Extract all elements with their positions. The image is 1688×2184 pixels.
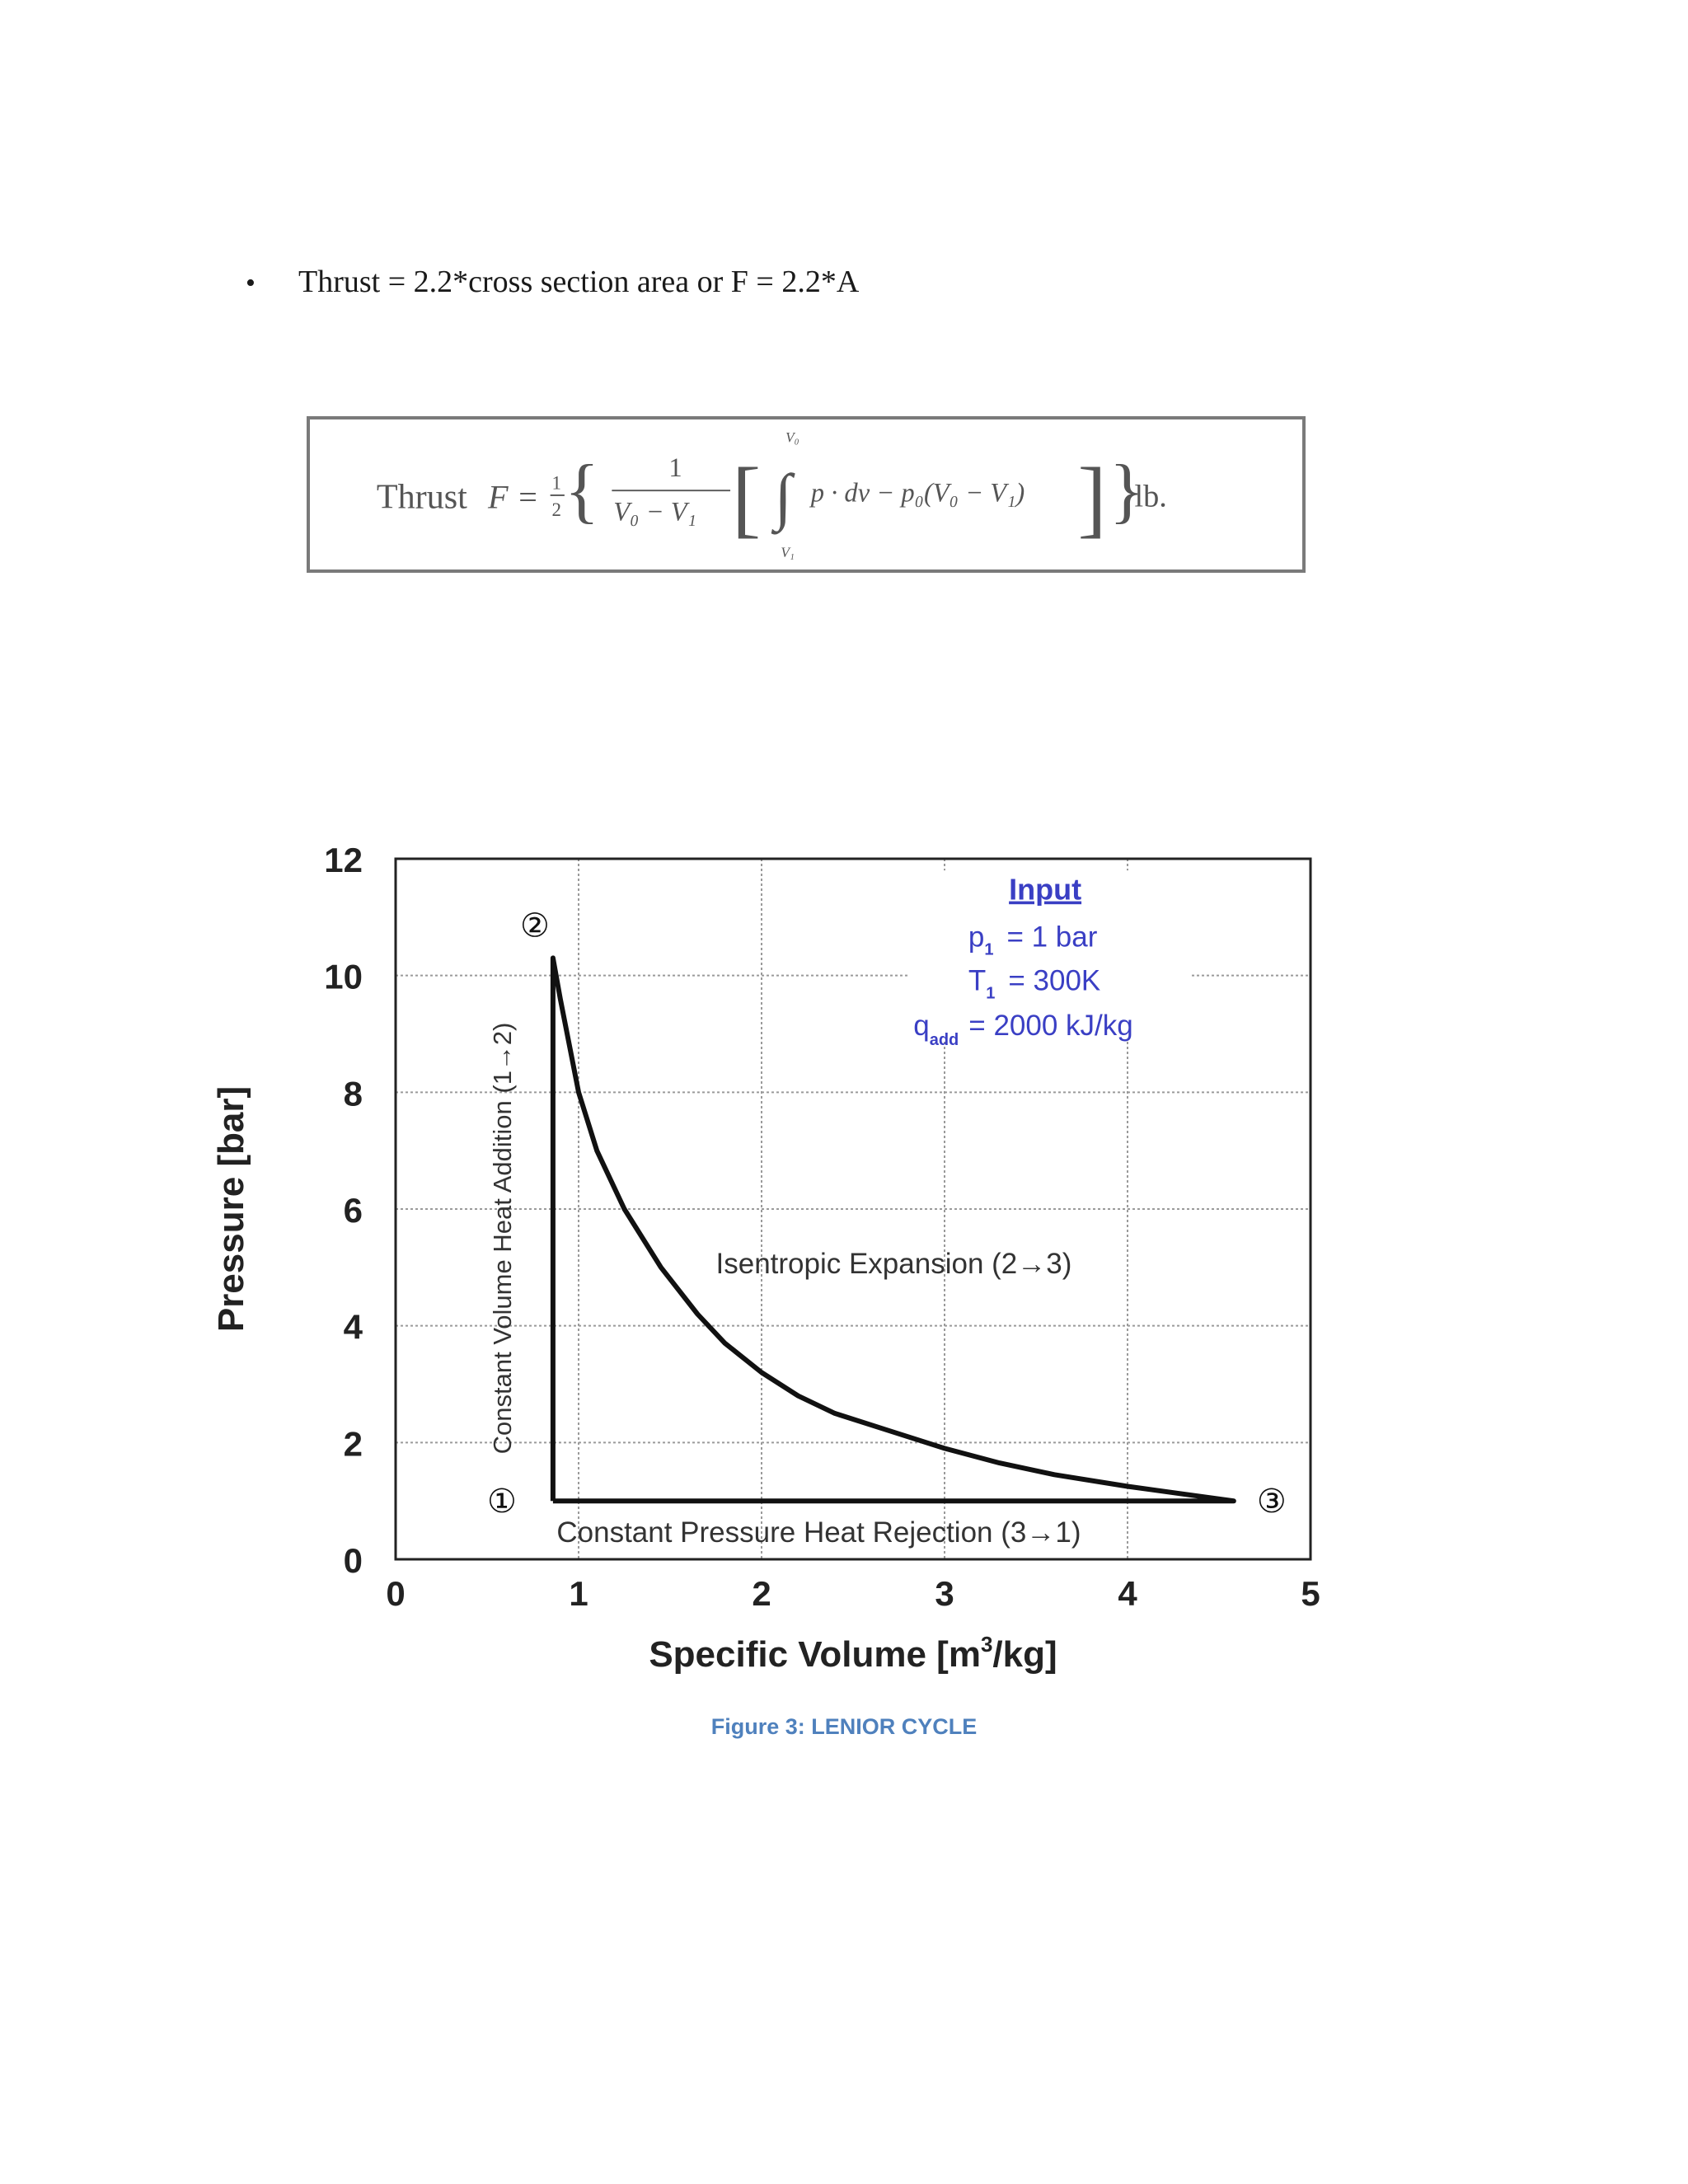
formula-integrand: p · dv − p₀(V₀ − V₁)	[809, 479, 1025, 509]
formula-int-lower: V₁	[781, 545, 795, 560]
x-tick-labels: 0 1 2 3 4 5	[386, 1574, 1320, 1613]
formula-f-equals: F =	[487, 478, 539, 515]
formula-lhs: Thrust	[377, 477, 467, 516]
input-qadd-subscript: add	[930, 1031, 959, 1049]
chart-grid	[396, 859, 1311, 1559]
x-axis-label-main: Specific Volume [m	[649, 1634, 981, 1675]
input-t1-symbol: T	[968, 964, 986, 996]
state-point-label: ③	[1257, 1483, 1287, 1521]
annotation-constant-volume: Constant Volume Heat Addition (1→2)	[488, 1022, 517, 1454]
annotation-isentropic: Isentropic Expansion (2→3)	[716, 1248, 1072, 1280]
formula-right-bracket: ]	[1078, 449, 1107, 546]
y-tick-label: 0	[344, 1541, 363, 1580]
formula-half-den: 2	[552, 499, 561, 520]
formula-half-num: 1	[552, 472, 561, 493]
formula-right-brace: }	[1109, 450, 1144, 531]
bullet-text: Thrust = 2.2*cross section area or F = 2…	[298, 265, 860, 299]
y-tick-label: 6	[344, 1191, 363, 1230]
formula-left-brace: {	[565, 450, 599, 531]
y-tick-label: 2	[344, 1424, 363, 1463]
input-title: Input	[1009, 873, 1081, 907]
bullet-item: • Thrust = 2.2*cross section area or F =…	[246, 264, 859, 300]
x-tick-label: 2	[752, 1574, 771, 1613]
x-tick-label: 1	[569, 1574, 588, 1613]
y-tick-label: 10	[324, 958, 363, 996]
x-tick-label: 5	[1301, 1574, 1320, 1613]
x-tick-label: 0	[386, 1574, 405, 1613]
formula-frac-num: 1	[668, 453, 682, 483]
x-tick-label: 4	[1118, 1574, 1137, 1613]
input-t1-value: = 300K	[1008, 964, 1100, 996]
input-p1-subscript: 1	[984, 940, 993, 958]
input-qadd-symbol: q	[913, 1010, 929, 1042]
state-point-label: ②	[520, 907, 550, 944]
input-p1-value: = 1 bar	[1006, 921, 1097, 953]
formula-frac-den: V₀ − V₁	[613, 498, 696, 527]
x-tick-label: 3	[935, 1574, 954, 1613]
input-qadd: qadd = 2000 kJ/kg	[913, 1010, 1132, 1049]
state-point-label: ①	[487, 1483, 517, 1521]
input-p1-symbol: p	[968, 921, 984, 953]
y-tick-label: 12	[324, 841, 363, 879]
y-tick-labels: 0 2 4 6 8 10 12	[324, 841, 363, 1580]
formula-unit: lb.	[1134, 479, 1166, 513]
thrust-formula-image: Thrust F = 1 2 { 1 V₀ − V₁ [ ∫ V₀ V₁ p ·…	[307, 416, 1306, 573]
x-axis-label-superscript: 3	[981, 1632, 992, 1657]
input-p1: p1 = 1 bar	[968, 921, 1098, 958]
plot-frame	[394, 857, 1312, 1561]
input-t1-subscript: 1	[986, 984, 995, 1002]
input-box: Input p1 = 1 bar T1 = 300K qadd = 2000 kJ/k…	[907, 870, 1192, 1049]
input-box-background	[907, 870, 1192, 1040]
formula-left-bracket: [	[732, 449, 761, 546]
state-points: ① ② ③	[487, 907, 1287, 1521]
formula-int-upper: V₀	[785, 429, 799, 445]
y-tick-label: 4	[344, 1308, 363, 1347]
input-t1: T1 = 300K	[968, 964, 1100, 1002]
y-tick-label: 8	[344, 1074, 363, 1113]
x-axis-label-tail: /kg]	[992, 1634, 1057, 1675]
figure-caption: Figure 3: LENIOR CYCLE	[710, 1714, 978, 1739]
bullet-marker: •	[246, 268, 256, 298]
input-qadd-value: = 2000 kJ/kg	[968, 1010, 1132, 1042]
annotation-constant-pressure: Constant Pressure Heat Rejection (3→1)	[556, 1516, 1081, 1549]
formula-integral: ∫	[771, 462, 795, 535]
thrust-formula: Thrust F = 1 2 { 1 V₀ − V₁ [ ∫ V₀ V₁ p ·…	[377, 429, 1167, 560]
x-axis-label: Specific Volume [m3/kg]	[649, 1632, 1057, 1675]
y-axis-label: Pressure [bar]	[211, 1086, 251, 1332]
cycle-line	[550, 955, 1236, 1504]
